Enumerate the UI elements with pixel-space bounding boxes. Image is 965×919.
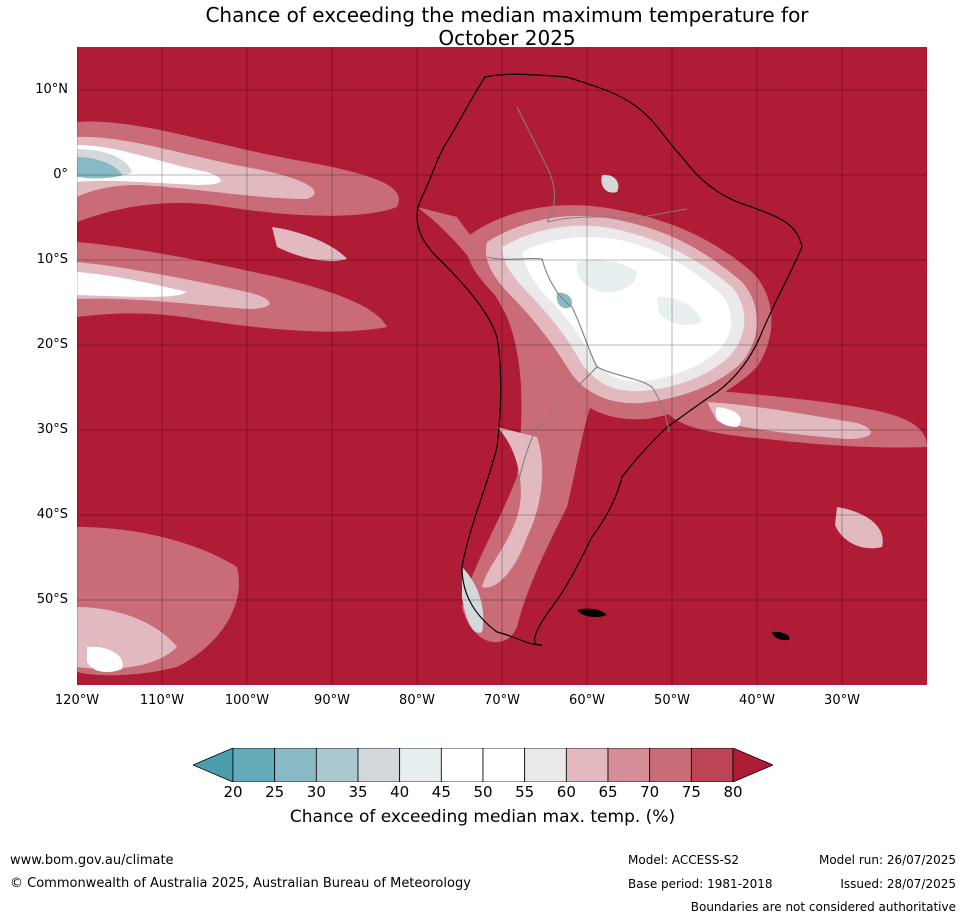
colorbar-swatch — [524, 747, 567, 783]
lon-label-50w: 50°W — [654, 693, 690, 708]
footer-model-run: Model run: 26/07/2025 — [818, 853, 956, 867]
footer-disclaimer: Boundaries are not considered authoritat… — [690, 900, 956, 914]
colorbar-svg — [191, 747, 775, 783]
colorbar-under-arrow — [191, 747, 234, 783]
colorbar-tick-label: 25 — [265, 783, 285, 801]
lon-label-40w: 40°W — [739, 693, 775, 708]
colorbar-tick-label: 60 — [556, 783, 576, 801]
colorbar-swatch — [357, 747, 401, 783]
south-america-coastline — [416, 73, 803, 646]
southern-ocean-patches — [77, 507, 883, 676]
lon-label-70w: 70°W — [484, 693, 520, 708]
colorbar-swatch — [315, 747, 359, 783]
colorbar-tick-label: 75 — [681, 783, 701, 801]
colorbar-tick-label: 40 — [390, 783, 410, 801]
map-title: Chance of exceeding the median maximum t… — [0, 4, 965, 50]
lat-label-10n: 10°N — [35, 82, 68, 97]
colorbar-tick-label: 35 — [348, 783, 368, 801]
footer-issued: Issued: 28/07/2025 — [840, 877, 956, 891]
lat-label-50s: 50°S — [36, 592, 68, 607]
lat-label-20s: 20°S — [36, 337, 68, 352]
footer-website: www.bom.gov.au/climate — [10, 853, 174, 868]
colorbar-tick-label: 55 — [515, 783, 535, 801]
colorbar-tick-label: 20 — [223, 783, 243, 801]
lat-label-30s: 30°S — [36, 422, 68, 437]
footer-copyright: © Commonwealth of Australia 2025, Austra… — [10, 876, 471, 891]
lon-label-90w: 90°W — [314, 693, 350, 708]
colorbar-tick-label: 70 — [640, 783, 660, 801]
colorbar-swatch — [649, 747, 692, 783]
map-gridlines — [77, 47, 927, 685]
lat-label-10s: 10°S — [36, 252, 68, 267]
colorbar-swatch — [565, 747, 609, 783]
colorbar-tick-label: 30 — [306, 783, 326, 801]
colorbar-swatch — [607, 747, 651, 783]
country-borders — [486, 106, 688, 488]
colorbar-swatch — [482, 747, 526, 783]
lon-label-30w: 30°W — [824, 693, 860, 708]
colorbar-swatch — [232, 747, 276, 783]
colorbar-label: Chance of exceeding median max. temp. (%… — [0, 807, 965, 827]
lat-label-0: 0° — [53, 167, 68, 182]
map-title-line2: October 2025 — [438, 26, 576, 50]
lon-label-60w: 60°W — [569, 693, 605, 708]
lon-label-100w: 100°W — [224, 693, 270, 708]
lon-label-80w: 80°W — [399, 693, 435, 708]
brazil-anomaly-area — [466, 174, 772, 420]
colorbar — [191, 747, 775, 783]
map-canvas — [77, 47, 927, 685]
lon-label-110w: 110°W — [139, 693, 185, 708]
colorbar-label-text: Chance of exceeding median max. temp. (%… — [289, 807, 676, 827]
colorbar-swatch — [440, 747, 484, 783]
colorbar-tick-label: 50 — [473, 783, 493, 801]
colorbar-over-arrow — [732, 747, 775, 783]
colorbar-tick-label: 80 — [723, 783, 743, 801]
footer-base-period: Base period: 1981-2018 — [628, 877, 773, 891]
colorbar-swatch — [690, 747, 734, 783]
lat-label-40s: 40°S — [36, 507, 68, 522]
map-title-line1: Chance of exceeding the median maximum t… — [205, 3, 809, 27]
colorbar-tick-label: 65 — [598, 783, 618, 801]
colorbar-tick-label: 45 — [431, 783, 451, 801]
colorbar-swatch — [399, 747, 442, 783]
pacific-anomaly-plume — [77, 121, 399, 332]
footer-model: Model: ACCESS-S2 — [628, 853, 740, 867]
colorbar-swatch — [274, 747, 317, 783]
lon-label-120w: 120°W — [54, 693, 100, 708]
islands — [577, 608, 790, 641]
probability-map — [77, 47, 927, 685]
